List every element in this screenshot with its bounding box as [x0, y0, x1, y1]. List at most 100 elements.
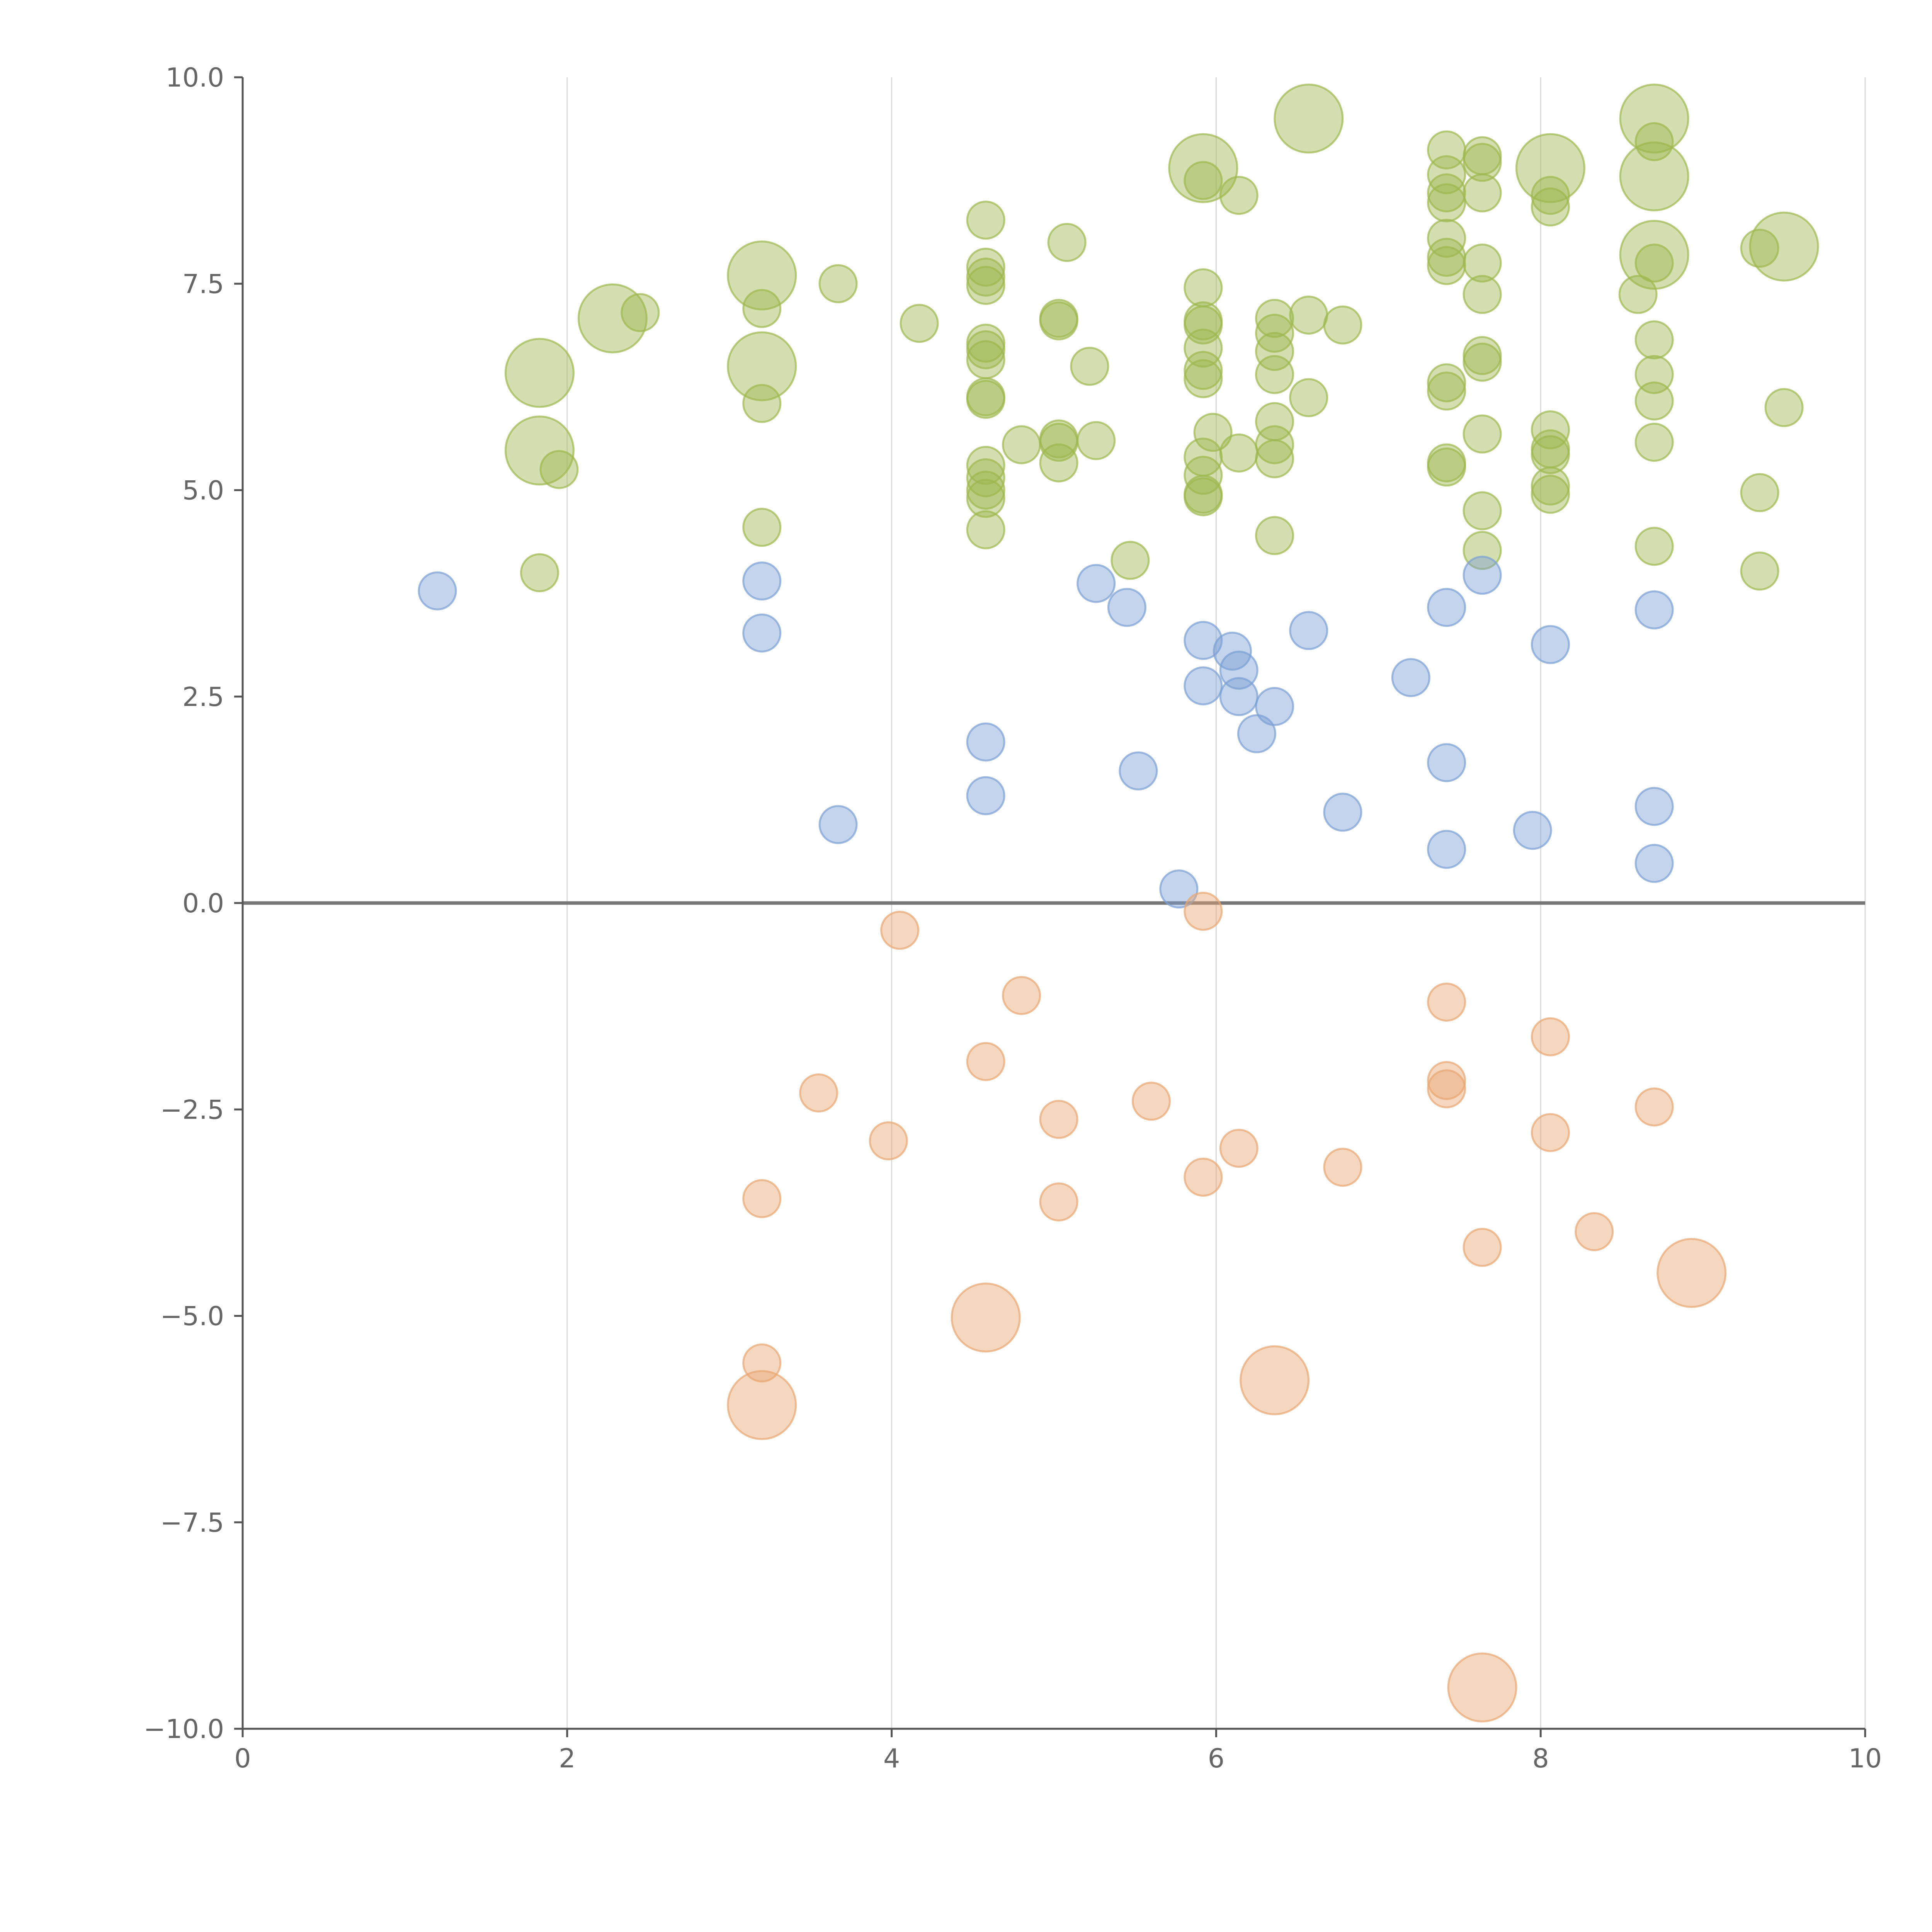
data-point [966, 510, 1005, 549]
data-point [1255, 355, 1294, 394]
data-point [1634, 320, 1674, 360]
data-point [742, 613, 782, 653]
data-points [418, 83, 1819, 1723]
data-point [727, 1370, 797, 1440]
data-point [951, 1282, 1021, 1353]
x-tick-label: 2 [559, 1743, 575, 1774]
data-point [1463, 1228, 1502, 1267]
data-point [1039, 301, 1078, 340]
data-point [1237, 714, 1276, 753]
data-point [577, 283, 648, 354]
data-point [1531, 435, 1570, 474]
data-point [1634, 590, 1674, 629]
data-point [1184, 161, 1223, 200]
data-point [1427, 447, 1466, 487]
data-point [1077, 421, 1116, 460]
data-point [1531, 1017, 1570, 1056]
data-point [1323, 1148, 1362, 1187]
data-point [1427, 830, 1466, 869]
data-point [1039, 443, 1078, 483]
data-point [1575, 1212, 1614, 1252]
data-point [1184, 328, 1223, 368]
data-point [1513, 811, 1552, 850]
data-point [966, 330, 1005, 369]
data-point [504, 338, 575, 408]
data-point [1002, 425, 1041, 464]
x-tick-label: 6 [1208, 1743, 1225, 1774]
data-point [1463, 556, 1502, 595]
data-point [1039, 1100, 1078, 1139]
data-point [966, 776, 1005, 815]
data-point [742, 508, 782, 547]
data-point [1740, 551, 1779, 591]
data-point [1740, 473, 1779, 512]
data-point [1219, 433, 1259, 473]
data-point [1427, 246, 1466, 285]
data-point [1255, 687, 1294, 726]
data-point [1323, 793, 1362, 832]
data-point [869, 1121, 908, 1160]
data-point [818, 805, 858, 844]
data-point [1463, 342, 1502, 382]
data-point [1515, 133, 1585, 203]
y-tick-label: 7.5 [182, 269, 224, 299]
data-point [1634, 243, 1674, 283]
data-point [966, 471, 1005, 510]
data-point [1463, 143, 1502, 182]
data-point [742, 561, 782, 601]
data-point [1463, 275, 1502, 314]
data-point [1531, 466, 1570, 506]
data-point [1111, 541, 1150, 580]
data-point [1184, 1157, 1223, 1197]
data-point [1274, 83, 1344, 154]
data-point [1219, 176, 1259, 215]
data-point [1289, 295, 1328, 335]
data-point [1184, 891, 1223, 931]
data-point [1463, 491, 1502, 531]
data-point [727, 240, 797, 311]
data-point [621, 293, 660, 332]
data-point [1634, 1087, 1674, 1127]
data-point [966, 479, 1005, 518]
y-tick-label: −2.5 [160, 1095, 224, 1125]
x-tick-label: 4 [883, 1743, 900, 1774]
data-point [1427, 982, 1466, 1022]
x-tick-label: 10 [1849, 1743, 1882, 1774]
data-point [966, 458, 1005, 497]
data-point [1039, 1182, 1078, 1222]
series-1 [418, 556, 1674, 909]
data-point [1531, 176, 1570, 215]
data-point [1184, 621, 1223, 660]
series-0 [504, 83, 1819, 592]
y-tick-label: −5.0 [160, 1301, 224, 1332]
data-point [1240, 1345, 1310, 1415]
y-tick-label: 10.0 [166, 63, 224, 93]
data-point [1289, 378, 1328, 417]
data-point [1184, 477, 1223, 517]
data-point [1619, 141, 1689, 211]
y-tick-label: −10.0 [144, 1714, 224, 1745]
data-point [1184, 351, 1223, 390]
data-point [727, 331, 797, 401]
tick-marks: 0 2 4 6 8 10 10.0 7.5 5.0 2.5 0.0 −2.5 −5.0 −7.5 −10.0 [144, 63, 1882, 1774]
data-point [1047, 223, 1087, 262]
data-point [1427, 743, 1466, 782]
data-point [1764, 388, 1804, 427]
y-tick-label: 0.0 [182, 888, 224, 919]
data-point [880, 911, 920, 950]
x-tick-label: 0 [234, 1743, 251, 1774]
data-point [966, 340, 1005, 379]
data-point [1427, 371, 1466, 411]
data-point [1531, 1113, 1570, 1152]
data-point [1427, 588, 1466, 627]
data-point [1391, 658, 1430, 697]
data-point [1463, 243, 1502, 283]
y-tick-label: 5.0 [182, 476, 224, 506]
data-point [1131, 1082, 1171, 1121]
y-tick-label: −7.5 [160, 1508, 224, 1538]
data-point [818, 264, 858, 303]
data-point [1618, 275, 1658, 314]
data-point [1634, 381, 1674, 421]
data-point [1531, 474, 1570, 514]
